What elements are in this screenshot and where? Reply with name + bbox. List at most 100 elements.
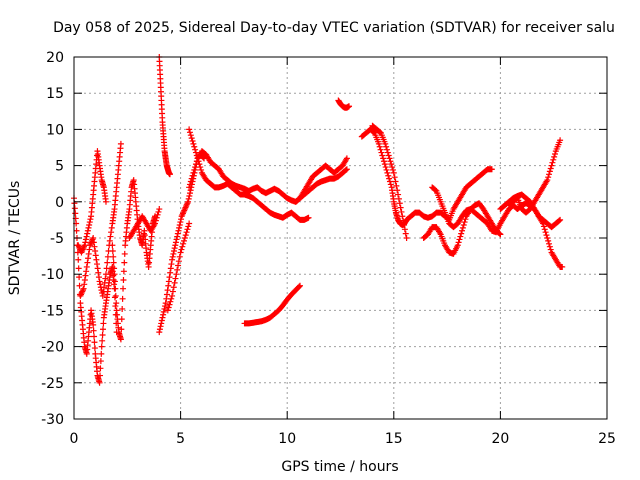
data-point: [457, 233, 464, 240]
y-tick-label: 10: [46, 122, 64, 138]
data-point: [71, 205, 78, 212]
data-point: [175, 262, 182, 269]
data-point: [107, 233, 114, 240]
data-point: [84, 227, 91, 234]
data-point: [557, 216, 564, 223]
data-point: [73, 227, 80, 234]
data-point: [99, 337, 106, 344]
data-point: [86, 246, 93, 253]
data-point: [160, 311, 167, 318]
data-point: [81, 276, 88, 283]
series-seg15: [369, 122, 410, 241]
data-point: [158, 317, 165, 324]
data-point: [83, 263, 90, 270]
data-point: [458, 230, 465, 237]
data-point: [343, 155, 350, 162]
data-point: [380, 155, 387, 162]
data-point: [395, 191, 402, 198]
data-point: [547, 246, 554, 253]
data-point: [101, 284, 108, 291]
x-tick-label: 20: [491, 431, 509, 447]
data-point: [111, 265, 118, 272]
data-point: [98, 350, 105, 357]
data-point: [401, 226, 408, 233]
data-point: [174, 230, 181, 237]
x-tick-label: 0: [70, 431, 79, 447]
data-point: [546, 243, 553, 250]
data-point: [550, 156, 557, 163]
data-point: [381, 161, 388, 168]
data-point: [81, 242, 88, 249]
data-point: [94, 261, 101, 268]
data-point: [174, 233, 181, 240]
data-point: [121, 259, 128, 266]
data-point: [173, 271, 180, 278]
data-point: [175, 227, 182, 234]
y-tick-label: 0: [55, 195, 64, 211]
data-point: [101, 279, 108, 286]
data-point: [108, 224, 115, 231]
data-point: [82, 239, 89, 246]
series-seg17: [429, 184, 566, 270]
data-point: [97, 365, 104, 372]
data-point: [192, 149, 199, 156]
data-point: [167, 269, 174, 276]
data-point: [158, 320, 165, 327]
data-point: [387, 158, 394, 165]
data-point: [186, 181, 193, 188]
data-point: [169, 288, 176, 295]
data-point: [165, 304, 172, 311]
data-point: [177, 219, 184, 226]
data-point: [181, 237, 188, 244]
data-point: [305, 214, 312, 221]
data-point: [166, 171, 173, 178]
data-point: [497, 231, 504, 238]
data-point: [118, 316, 125, 323]
data-point: [103, 265, 110, 272]
y-tick-label: -10: [41, 267, 64, 283]
data-point: [343, 166, 350, 173]
series-seg9: [186, 126, 312, 223]
data-point: [171, 245, 178, 252]
data-point: [110, 253, 117, 260]
data-point: [109, 242, 116, 249]
chart-title: Day 058 of 2025, Sidereal Day-to-day VTE…: [53, 20, 615, 36]
data-point: [108, 229, 115, 236]
data-point: [90, 239, 97, 246]
data-point: [388, 161, 395, 168]
data-point: [96, 278, 103, 285]
data-point: [95, 274, 102, 281]
series-seg12: [241, 282, 303, 327]
data-point: [557, 137, 564, 144]
data-point: [168, 295, 175, 302]
data-point: [544, 177, 551, 184]
data-point: [76, 274, 83, 281]
data-point: [186, 184, 193, 191]
data-point: [459, 224, 466, 231]
data-point: [192, 146, 199, 153]
data-point: [386, 175, 393, 182]
data-point: [95, 269, 102, 276]
data-point: [104, 253, 111, 260]
data-point: [91, 333, 98, 340]
data-point: [164, 307, 171, 314]
y-axis-label: SDTVAR / TECUs: [7, 181, 23, 296]
data-point: [166, 301, 173, 308]
data-point: [190, 140, 197, 147]
data-point: [541, 226, 548, 233]
data-point: [496, 230, 503, 237]
data-point: [546, 240, 553, 247]
data-point: [152, 217, 159, 224]
data-point: [540, 223, 547, 230]
data-point: [97, 372, 104, 379]
grid-lines: [74, 57, 607, 419]
data-point: [92, 248, 99, 255]
data-point: [86, 221, 93, 228]
data-point: [80, 285, 87, 292]
data-point: [176, 253, 183, 260]
series-seg6: [156, 54, 173, 178]
data-point: [160, 308, 167, 315]
data-point: [198, 166, 205, 173]
series-seg19: [505, 137, 564, 216]
data-point: [197, 164, 204, 171]
